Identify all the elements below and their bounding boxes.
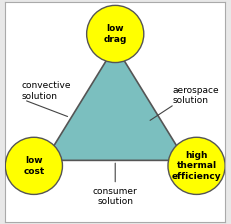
Text: low
drag: low drag xyxy=(103,24,126,44)
Circle shape xyxy=(167,137,224,194)
Polygon shape xyxy=(45,46,185,160)
Text: aerospace
solution: aerospace solution xyxy=(172,86,218,105)
Text: consumer
solution: consumer solution xyxy=(92,187,137,206)
Text: high
thermal
efficiency: high thermal efficiency xyxy=(171,151,220,181)
Circle shape xyxy=(86,5,143,62)
Text: convective
solution: convective solution xyxy=(22,81,71,101)
Circle shape xyxy=(5,137,62,194)
Text: low
cost: low cost xyxy=(23,156,44,176)
